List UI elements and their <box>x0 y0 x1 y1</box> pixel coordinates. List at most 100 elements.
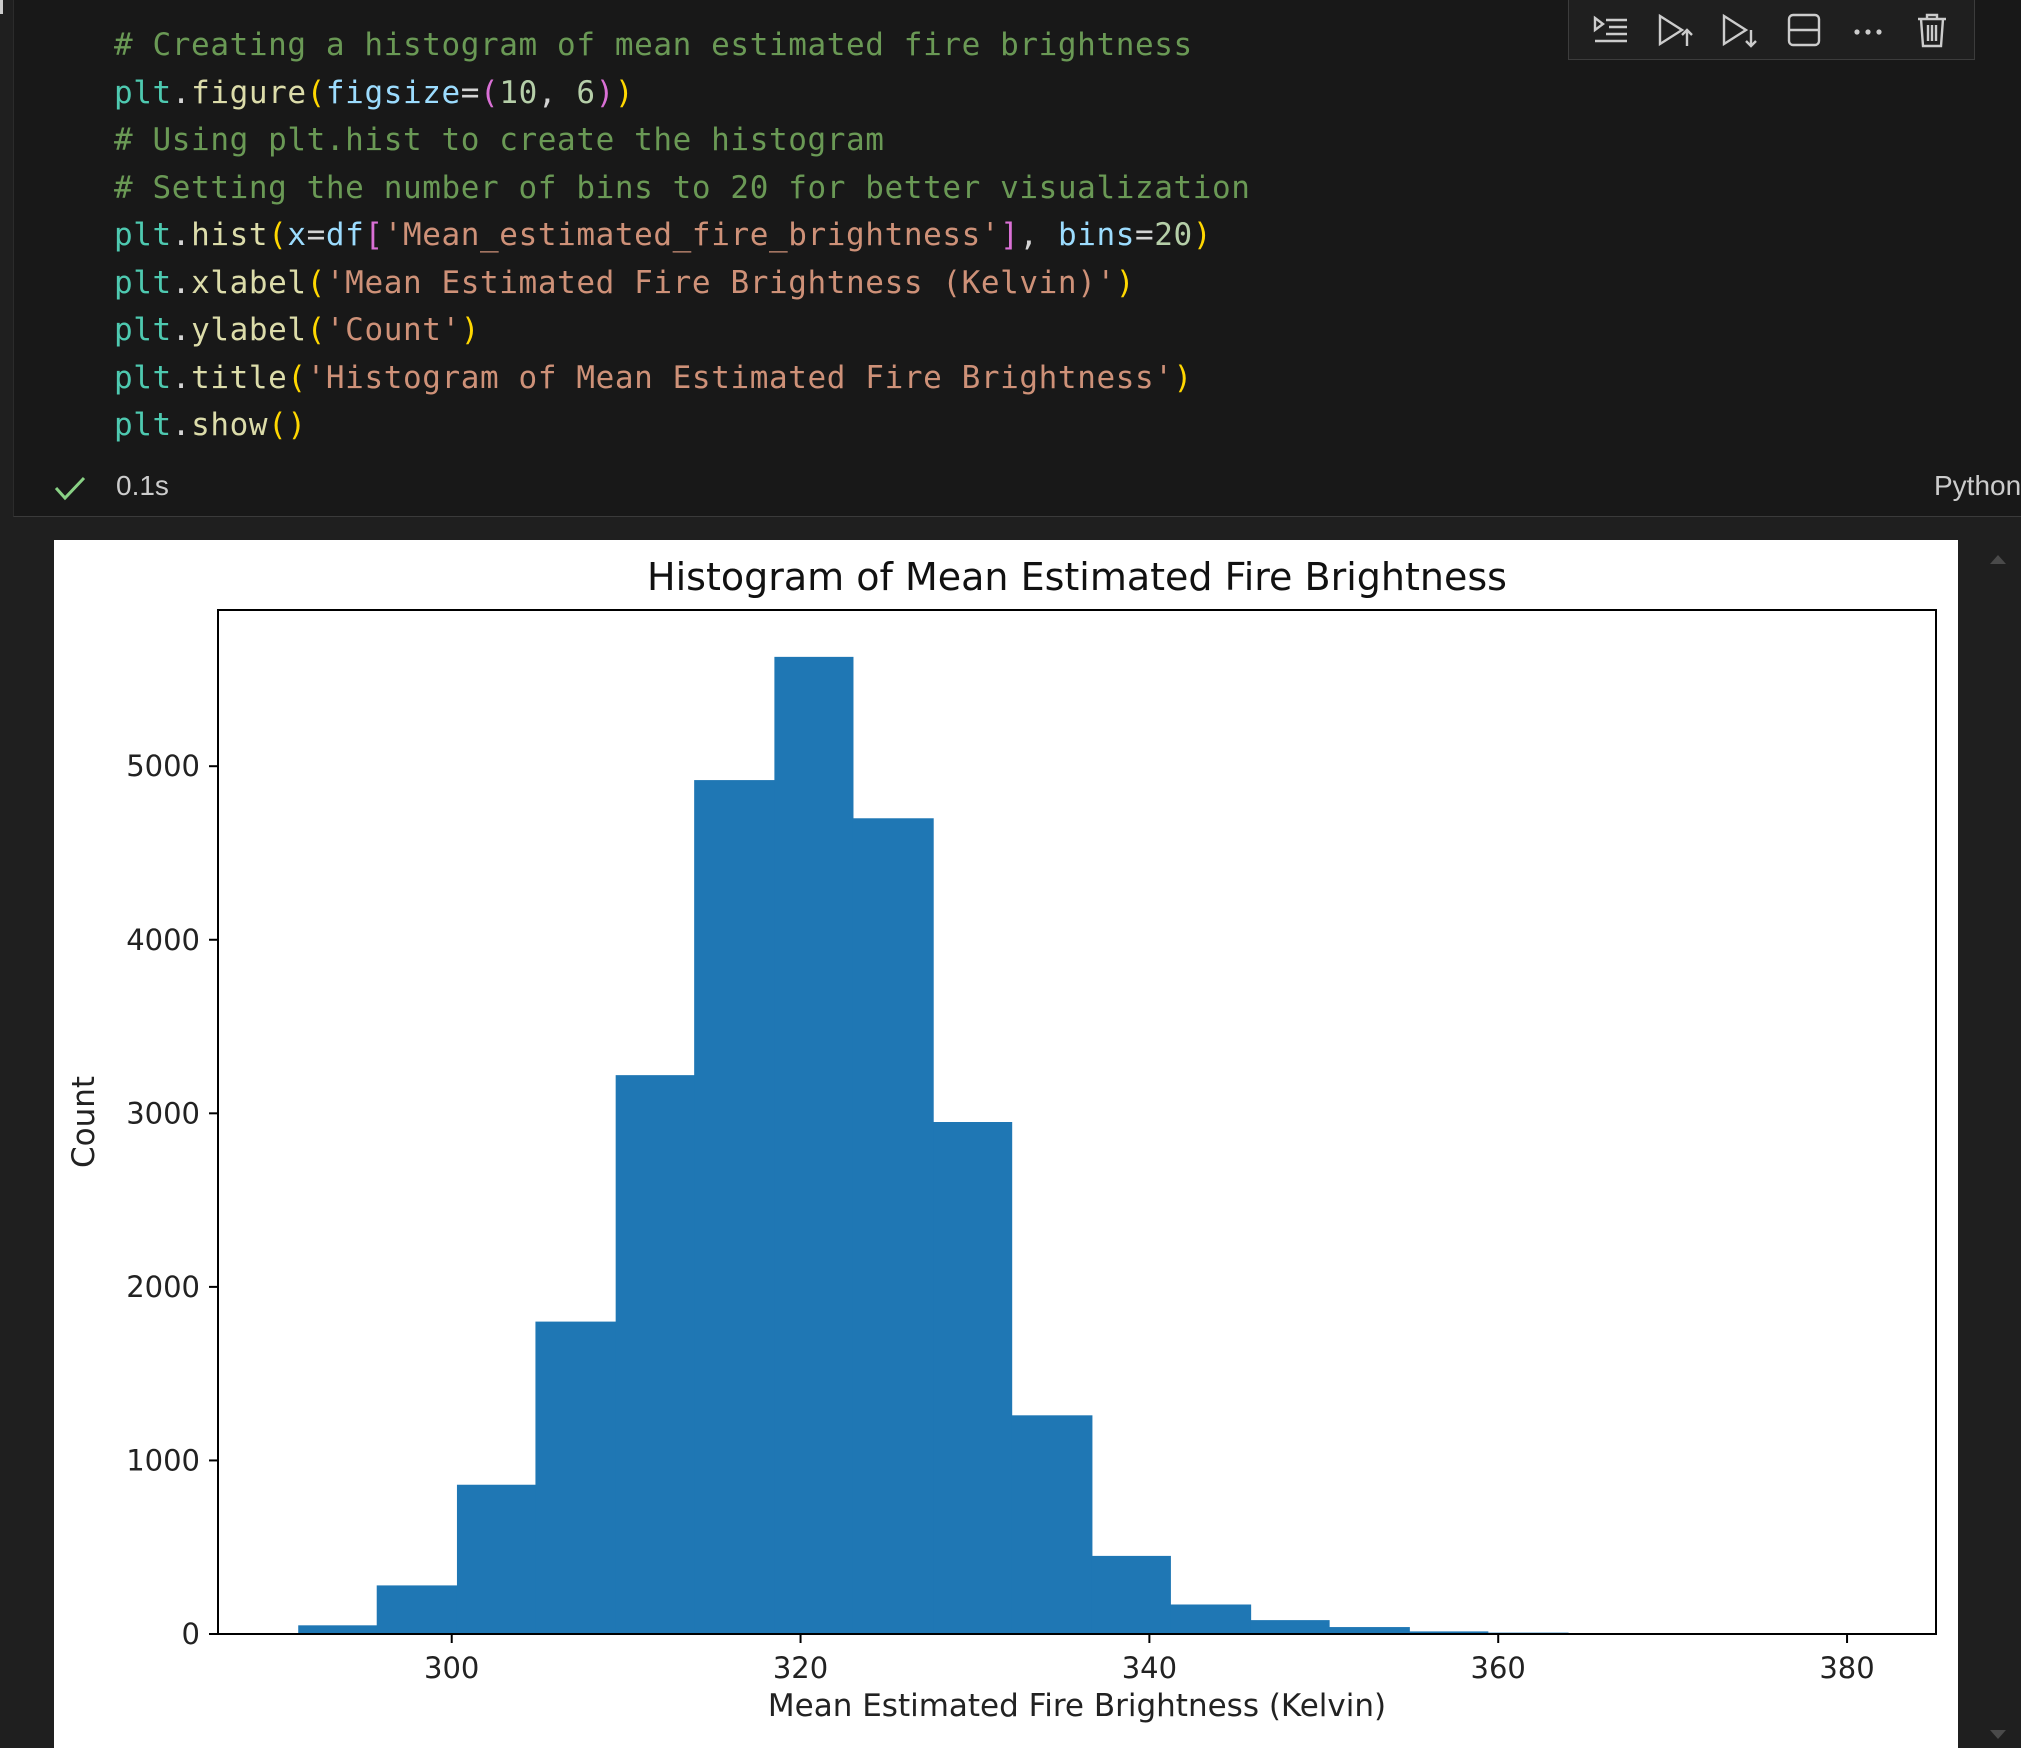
split-cell-button[interactable] <box>1782 8 1826 52</box>
code-token: . <box>171 312 192 348</box>
code-token: df <box>325 217 365 253</box>
execution-time: 0.1s <box>116 470 169 501</box>
x-axis-label: Mean Estimated Fire Brightness (Kelvin) <box>768 1688 1386 1724</box>
code-token: plt <box>114 359 172 396</box>
code-token: ) <box>595 74 615 111</box>
histogram-bar <box>298 1625 378 1634</box>
code-token: . <box>171 407 192 443</box>
code-line: plt.show() <box>114 402 1251 450</box>
execute-above-button[interactable] <box>1653 8 1697 52</box>
y-tick-label: 0 <box>182 1617 200 1651</box>
y-axis-label: Count <box>66 1076 102 1168</box>
code-token: ( <box>306 264 326 301</box>
code-line: plt.title('Histogram of Mean Estimated F… <box>114 355 1251 403</box>
code-token: x <box>287 217 307 253</box>
code-token: ) <box>1115 264 1135 301</box>
code-token: [ <box>364 217 384 253</box>
x-tick-label: 300 <box>424 1651 479 1685</box>
code-token: ] <box>1000 217 1020 253</box>
code-token: ( <box>306 312 326 348</box>
delete-cell-button[interactable] <box>1910 8 1954 52</box>
code-token: 6 <box>576 74 596 111</box>
run-by-line-icon <box>1593 15 1628 42</box>
code-token: ( <box>306 74 326 111</box>
code-line: plt.figure(figsize=(10, 6)) <box>114 70 1251 118</box>
code-token: ) <box>460 312 481 348</box>
histogram-bar <box>1250 1620 1330 1634</box>
histogram-bar <box>1091 1555 1171 1634</box>
code-token: 'Mean Estimated Fire Brightness (Kelvin)… <box>325 264 1116 301</box>
code-token: ) <box>1192 217 1213 253</box>
code-token: ( <box>268 407 288 443</box>
more-actions-button[interactable] <box>1846 8 1890 52</box>
histogram-bar <box>852 818 934 1634</box>
kernel-language-button[interactable]: Python <box>1934 470 2021 501</box>
run-by-line-button[interactable] <box>1589 8 1633 52</box>
code-token: plt <box>114 217 172 253</box>
y-tick-label: 5000 <box>126 749 200 783</box>
code-token: ( <box>268 217 288 253</box>
histogram-bar <box>1329 1627 1410 1634</box>
code-token: hist <box>191 217 269 253</box>
window-edge-marker <box>0 0 3 14</box>
code-token: figsize <box>325 74 461 111</box>
code-token: ) <box>1173 359 1193 396</box>
code-token: 'Mean_estimated_fire_brightness' <box>383 217 1001 253</box>
scroll-down-arrow-icon[interactable] <box>1988 1728 2008 1742</box>
cell-toolbar <box>1568 0 1975 60</box>
y-tick-label: 1000 <box>126 1443 200 1477</box>
code-token: # Using plt.hist to create the histogram <box>114 122 885 158</box>
histogram-bar <box>694 780 775 1634</box>
histogram-bar <box>933 1122 1013 1634</box>
code-line: plt.hist(x=df['Mean_estimated_fire_brigh… <box>114 212 1251 260</box>
scroll-up-arrow-icon[interactable] <box>1988 552 2008 566</box>
code-token: . <box>171 359 192 396</box>
code-cell[interactable]: # Creating a histogram of mean estimated… <box>13 0 2021 517</box>
code-token: . <box>171 264 192 301</box>
code-token: ) <box>287 407 307 443</box>
code-token: title <box>191 359 288 396</box>
code-token: ( <box>287 359 307 396</box>
chart-title: Histogram of Mean Estimated Fire Brightn… <box>647 555 1507 599</box>
code-token: , <box>1019 217 1058 253</box>
histogram-bar <box>456 1484 537 1634</box>
cell-output: 300 320 340 360 380 0 1000 2000 3000 4000 5000 Hist… <box>54 540 1958 1748</box>
code-token: . <box>171 74 192 111</box>
histogram-bar <box>774 656 854 1634</box>
more-actions-icon <box>1854 28 1882 35</box>
code-token: 20 <box>1154 217 1193 253</box>
code-token: plt <box>114 74 172 111</box>
code-token: xlabel <box>191 264 307 301</box>
execute-below-button[interactable] <box>1717 8 1761 52</box>
code-token: 10 <box>499 74 538 111</box>
code-line: # Using plt.hist to create the histogram <box>114 117 1251 165</box>
x-tick-label: 360 <box>1471 1651 1526 1685</box>
histogram-bar <box>376 1585 458 1634</box>
code-line: plt.xlabel('Mean Estimated Fire Brightne… <box>114 260 1251 308</box>
code-line: # Creating a histogram of mean estimated… <box>114 22 1251 70</box>
histogram-chart: 300 320 340 360 380 0 1000 2000 3000 4000 5000 Hist… <box>66 555 1937 1724</box>
code-line: plt.ylabel('Count') <box>114 307 1251 355</box>
delete-cell-icon <box>1917 13 1946 47</box>
y-tick-label: 2000 <box>126 1270 200 1304</box>
code-token: # Setting the number of bins to 20 for b… <box>114 169 1251 206</box>
code-token: show <box>191 407 269 443</box>
y-tick-label: 4000 <box>126 923 200 957</box>
code-editor[interactable]: # Creating a histogram of mean estimated… <box>114 22 1251 450</box>
execute-below-icon <box>1723 13 1758 48</box>
histogram-bar <box>1409 1631 1489 1634</box>
code-token: figure <box>191 74 307 111</box>
y-tick-label: 3000 <box>126 1096 200 1130</box>
code-token: bins <box>1057 217 1136 253</box>
code-token: ylabel <box>191 312 307 348</box>
code-token: = <box>460 74 481 111</box>
histogram-bar <box>1170 1604 1252 1634</box>
code-token: 'Count' <box>325 312 461 348</box>
code-token: plt <box>114 407 172 443</box>
code-token: . <box>171 217 192 253</box>
histogram-bar <box>1011 1415 1093 1634</box>
code-token: 'Histogram of Mean Estimated Fire Bright… <box>306 359 1174 396</box>
plot-frame <box>217 609 1937 1635</box>
code-token: , <box>537 74 577 111</box>
split-cell-icon <box>1787 13 1820 46</box>
